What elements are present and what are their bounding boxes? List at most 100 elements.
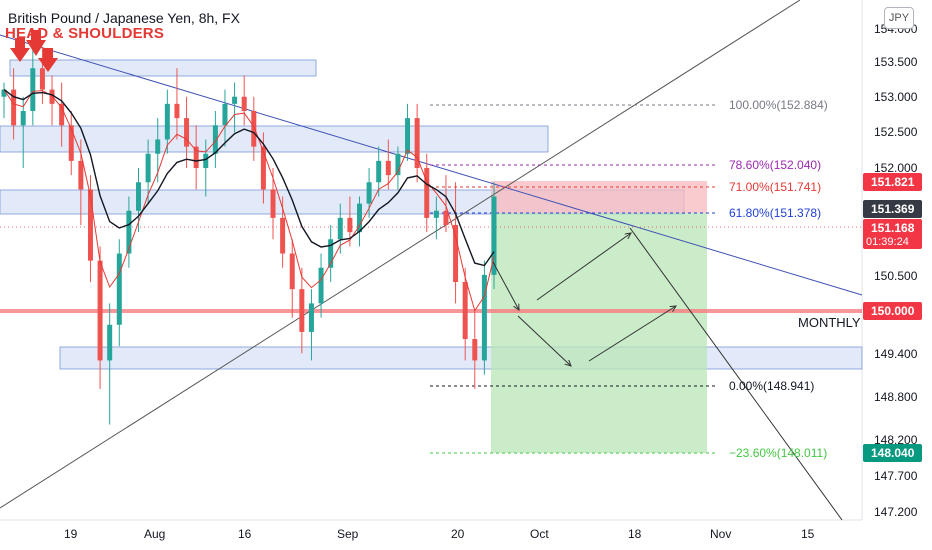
x-tick: Oct (530, 527, 549, 541)
forecast-arrow-1 (492, 261, 519, 310)
candle-body (97, 260, 103, 361)
price-badge-current (863, 219, 922, 249)
candle-body (78, 160, 84, 190)
forecast-arrow-4 (588, 306, 676, 362)
monthly-label: MONTHLY (798, 315, 861, 330)
price-badge-target-text: 148.040 (871, 446, 915, 460)
y-tick: 153.500 (874, 55, 918, 69)
candle-body (222, 103, 228, 126)
ema-fast-line (3, 89, 495, 312)
x-tick: Aug (144, 527, 165, 541)
candle-body (20, 110, 26, 126)
price-badge-current-text: 151.168 (871, 221, 915, 235)
x-tick: Sep (337, 527, 359, 541)
candle-body (193, 146, 199, 168)
candle-body (280, 217, 286, 254)
candles-group (1, 46, 497, 425)
fib-label-618: 61.80%(151.378) (729, 206, 821, 220)
candle-body (366, 182, 372, 204)
currency-badge[interactable]: JPY (884, 7, 914, 29)
candle-body (136, 182, 142, 211)
shoulder-right-arrow-icon (38, 58, 58, 72)
candle-body (30, 68, 36, 111)
y-tick: 148.800 (874, 390, 918, 404)
candle-body (116, 253, 122, 325)
fib-label-786: 78.60%(152.040) (729, 158, 821, 172)
y-tick: 147.700 (874, 469, 918, 483)
candle-body (414, 118, 420, 168)
candle-body (481, 274, 487, 361)
zone-lower[interactable] (59, 346, 863, 370)
candle-body (59, 103, 65, 126)
x-tick: 15 (801, 527, 815, 541)
ema-slow-line (3, 89, 495, 267)
candle-body (184, 118, 190, 147)
candle-body (11, 89, 17, 126)
position-target-zone[interactable] (491, 213, 707, 453)
candle-body (107, 324, 113, 361)
candle-body (126, 210, 132, 254)
candle-body (472, 339, 478, 361)
candle-body (337, 217, 343, 240)
candle-body (424, 167, 430, 218)
shoulder-left-arrow-icon (10, 48, 30, 62)
candle-body (49, 89, 55, 104)
candle-body (385, 160, 391, 176)
y-tick: 149.400 (874, 347, 918, 361)
forecast-arrows (492, 233, 676, 366)
y-tick: 153.000 (874, 90, 918, 104)
price-badge-entry-text: 151.369 (871, 202, 915, 216)
x-tick: 19 (64, 527, 78, 541)
x-axis: 19 Aug 16 Sep 20 Oct 18 Nov 15 (64, 527, 815, 541)
zone-top[interactable] (9, 59, 317, 77)
candle-body (395, 153, 401, 176)
position-stop-zone[interactable] (491, 181, 707, 213)
candle-body (433, 210, 439, 218)
price-badge-entry (863, 200, 922, 218)
head-arrow-icon (26, 40, 46, 56)
forecast-arrow-2 (536, 233, 631, 301)
candle-body (462, 282, 468, 340)
candle-body (155, 139, 161, 154)
fib-label-71: 71.00%(151.741) (729, 180, 821, 194)
candle-body (289, 253, 295, 290)
candle-body (270, 189, 276, 218)
candle-body (491, 196, 497, 275)
y-axis: 154.000 153.500 153.000 152.500 152.000 … (874, 22, 918, 519)
candle-body (174, 103, 180, 119)
candle-body (164, 103, 170, 140)
fib-label-100: 100.00%(152.884) (729, 98, 828, 112)
pattern-label: HEAD & SHOULDERS (5, 25, 165, 42)
price-badge-monthly (863, 302, 922, 320)
x-tick: 16 (238, 527, 252, 541)
ascending-trendline[interactable] (0, 0, 801, 509)
candle-body (308, 303, 314, 332)
zone-upper[interactable] (0, 125, 549, 153)
x-tick: Nov (710, 527, 731, 541)
fib-label-neg236: −23.60%(148.011) (729, 446, 827, 460)
candle-body (443, 210, 449, 226)
head-shoulders-arrows (10, 30, 58, 72)
candle-body (251, 110, 257, 147)
forecast-arrow-3 (517, 315, 571, 366)
candle-body (1, 89, 7, 97)
candle-body (68, 125, 74, 161)
candle-body (318, 267, 324, 304)
price-badge-target (863, 444, 922, 462)
candle-body (376, 160, 382, 183)
candle-body (260, 146, 266, 190)
y-tick: 152.500 (874, 125, 918, 139)
y-tick: 150.500 (874, 269, 918, 283)
price-badge-countdown: 01:39:24 (866, 236, 909, 248)
candle-body (405, 118, 411, 154)
price-badge-monthly-text: 150.000 (871, 304, 915, 318)
y-tick: 147.200 (874, 505, 918, 519)
candle-body (241, 96, 247, 111)
fib-label-0: 0.00%(148.941) (729, 379, 814, 393)
projection-line[interactable] (629, 227, 843, 521)
candle-body (453, 225, 459, 283)
candle-body (347, 217, 353, 233)
chart-title: British Pound / Japanese Yen, 8h, FX (8, 10, 240, 26)
candle-body (203, 153, 209, 168)
